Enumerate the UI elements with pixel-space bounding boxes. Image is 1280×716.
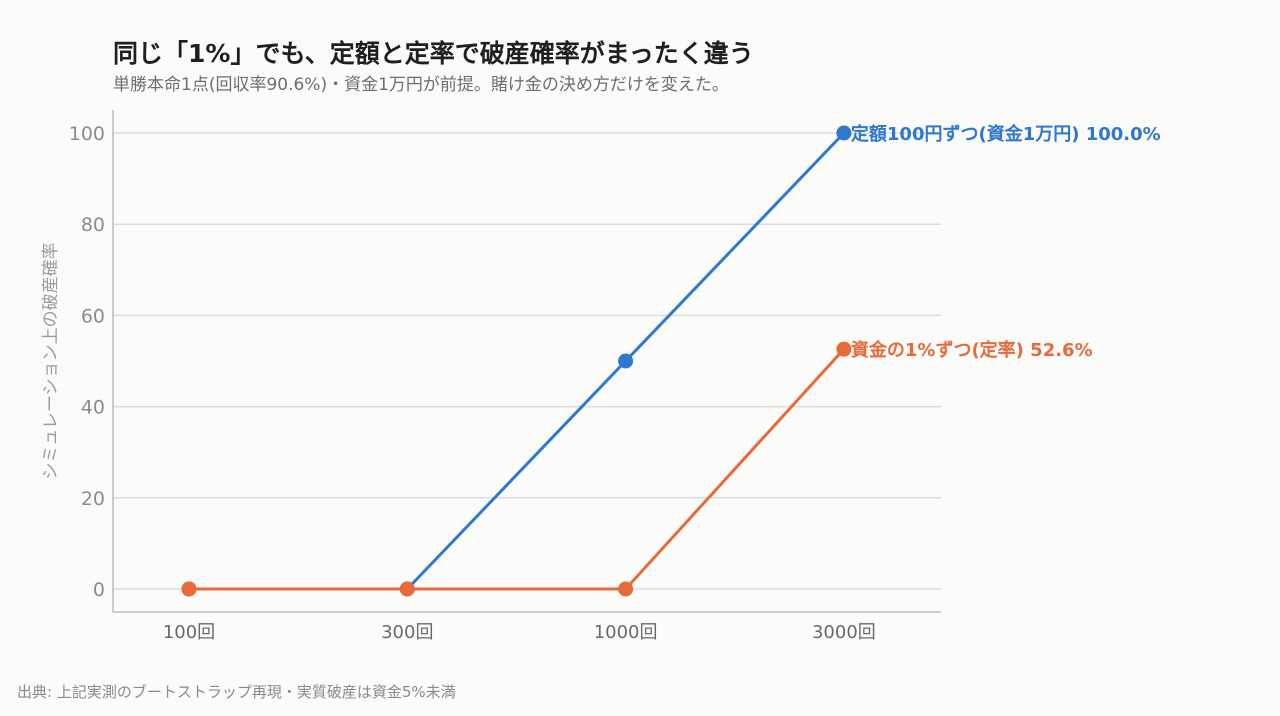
data-point — [618, 353, 634, 369]
series-end-label: 定額100円ずつ(資金1万円) 100.0% — [851, 123, 1161, 145]
series-group: 定額100円ずつ(資金1万円) 100.0% 資金の1%ずつ(定率) 52.6% — [181, 123, 1161, 597]
data-point — [181, 581, 197, 597]
x-tick-label: 3000回 — [812, 622, 876, 643]
x-tick-label: 100回 — [163, 622, 215, 643]
source-note: 出典: 上記実測のブートストラップ再現・実質破産は資金5%未満 — [17, 683, 456, 701]
y-tick-labels: 0 20 40 60 80 100 — [69, 123, 105, 601]
data-point — [836, 341, 852, 357]
y-tick-label: 60 — [81, 305, 105, 327]
axes — [112, 110, 941, 613]
y-tick-label: 80 — [81, 214, 105, 236]
y-tick-label: 40 — [81, 397, 105, 419]
data-point — [836, 125, 852, 141]
data-point — [399, 581, 415, 597]
x-tick-label: 1000回 — [594, 622, 658, 643]
series-line — [189, 131, 845, 591]
series-end-label: 資金の1%ずつ(定率) 52.6% — [851, 339, 1093, 361]
y-tick-label: 0 — [93, 579, 105, 601]
series-line — [189, 348, 846, 591]
y-tick-label: 20 — [81, 488, 105, 510]
chart-subtitle: 単勝本命1点(回収率90.6%)・資金1万円が前提。賭け金の決め方だけを変えた。 — [113, 75, 729, 95]
data-point — [618, 581, 634, 597]
chart-title: 同じ「1%」でも、定額と定率で破産確率がまったく違う — [113, 39, 754, 68]
grid-lines — [113, 132, 941, 590]
x-tick-labels: 100回 300回 1000回 3000回 — [163, 622, 876, 643]
x-tick-label: 300回 — [381, 622, 433, 643]
y-axis-label: シミュレーション上の破産確率 — [41, 242, 61, 479]
y-tick-label: 100 — [69, 123, 105, 145]
